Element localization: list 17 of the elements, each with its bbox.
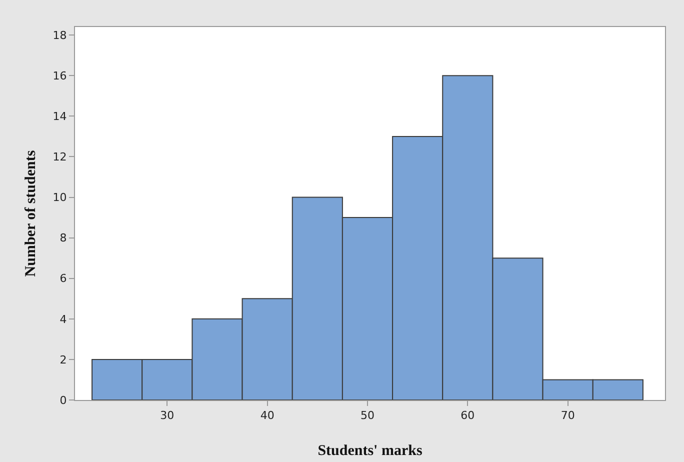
x-tick-label: 30 <box>160 409 174 422</box>
y-tick-label: 2 <box>60 353 67 366</box>
y-axis-title: Number of students <box>23 150 39 277</box>
x-tick-label: 70 <box>560 409 575 422</box>
y-tick-label: 6 <box>60 272 67 286</box>
x-tick-label: 40 <box>260 409 274 422</box>
y-tick-label: 8 <box>60 232 67 245</box>
y-tick-label: 10 <box>52 191 67 204</box>
y-tick-label: 0 <box>60 394 67 407</box>
y-tick-label: 14 <box>52 110 67 124</box>
x-tick-label: 60 <box>460 409 475 422</box>
y-tick-label: 4 <box>60 312 67 326</box>
y-tick-label: 16 <box>52 70 67 82</box>
x-axis-title: Students' marks <box>318 443 422 459</box>
y-tick-label: 18 <box>52 28 67 42</box>
y-tick-label: 12 <box>52 150 67 164</box>
x-tick-label: 50 <box>360 409 374 422</box>
